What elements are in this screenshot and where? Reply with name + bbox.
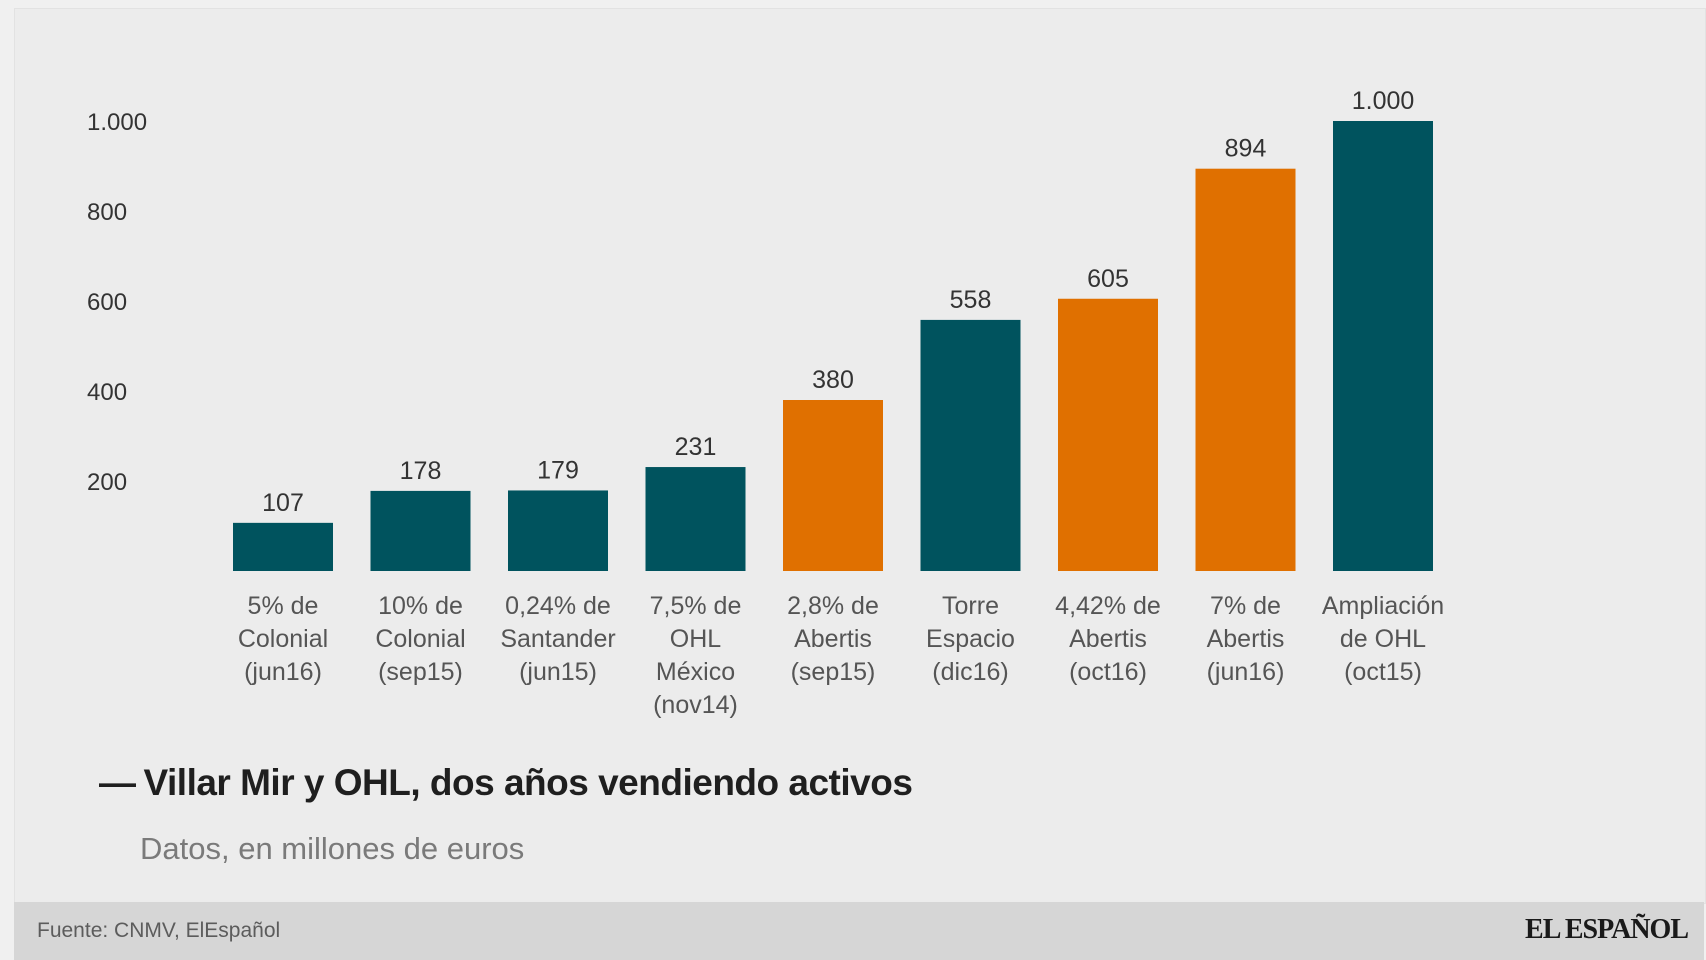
category-label-line: Espacio [926,625,1015,653]
bar [783,400,883,571]
chart-subtitle: Datos, en millones de euros [140,831,525,866]
category-label-line: 10% de [378,592,463,620]
category-label-line: (jun16) [1207,658,1285,686]
category-label-line: 7% de [1210,592,1281,620]
title-dash: — [99,762,136,803]
category-label-line: (oct15) [1344,658,1422,686]
y-tick-label: 400 [87,379,127,406]
bar-value-label: 380 [812,366,854,394]
category-label-line: (jun16) [244,658,322,686]
bar [1058,298,1158,571]
y-tick-label: 800 [87,199,127,226]
bar-value-label: 894 [1225,135,1267,163]
category-label-line: (oct16) [1069,658,1147,686]
category-label: 7,5% de OHL México (nov14) [650,592,742,719]
y-tick-label: 1.000 [87,109,147,136]
el-espanol-logo: EL ESPAÑOL [1525,914,1689,945]
category-label: 2,8% de Abertis (sep15) [787,592,879,686]
bar [920,319,1021,571]
category-label-line: Abertis [1207,625,1285,653]
bar [233,522,333,571]
category-label: Torre Espacio (dic16) [926,592,1015,686]
bar-value-label: 231 [675,433,717,461]
category-label-line: México [656,658,735,686]
category-label-line: OHL [670,625,722,653]
bar [508,490,608,571]
bar [1333,121,1433,571]
category-label-line: Colonial [375,625,465,653]
bar-value-label: 605 [1087,265,1129,293]
category-label: 7% de Abertis (jun16) [1207,592,1285,686]
category-label-line: Ampliación [1322,592,1444,620]
category-label-line: (nov14) [653,691,738,719]
bar-chart: 200 400 600 800 1.000 107 5% de Colonial (jun16)… [87,87,1444,719]
bar-value-label: 179 [537,456,579,484]
category-label-line: de OHL [1340,625,1426,653]
y-tick-label: 600 [87,289,127,316]
footer-bar: Fuente: CNMV, ElEspañol EL ESPAÑOL [14,902,1704,960]
category-label-line: 4,42% de [1055,592,1161,620]
category-label: 5% de Colonial (jun16) [238,592,328,686]
category-label: 0,24% de Santander (jun15) [500,592,615,686]
chart-title-text: Villar Mir y OHL, dos años vendiendo act… [143,762,913,803]
bar-value-label: 558 [950,286,992,314]
category-label-line: Abertis [1069,625,1147,653]
bar-value-label: 1.000 [1352,87,1415,115]
bar [370,490,471,571]
category-label-line: (jun15) [519,658,597,686]
bar [1195,168,1296,571]
category-label: 4,42% de Abertis (oct16) [1055,592,1161,686]
category-label: Ampliación de OHL (oct15) [1322,592,1444,686]
category-label-line: Colonial [238,625,328,653]
category-label: 10% de Colonial (sep15) [375,592,465,686]
category-label-line: 0,24% de [505,592,611,620]
category-label-line: Abertis [794,625,872,653]
bar [645,467,746,571]
chart-title: — Villar Mir y OHL, dos años vendiendo ac… [99,762,913,804]
category-label-line: Torre [942,592,999,620]
category-label-line: (dic16) [932,658,1008,686]
category-label-line: (sep15) [791,658,876,686]
category-label-line: (sep15) [378,658,463,686]
category-label-line: 2,8% de [787,592,879,620]
category-label-line: 7,5% de [650,592,742,620]
bar-value-label: 178 [400,457,442,485]
chart-card: 200 400 600 800 1.000 107 5% de Colonial (jun16)… [14,8,1706,904]
y-tick-label: 200 [87,469,127,496]
bar-value-label: 107 [262,489,304,517]
source-note: Fuente: CNMV, ElEspañol [37,919,281,942]
category-label-line: 5% de [248,592,319,620]
category-label-line: Santander [500,625,615,653]
